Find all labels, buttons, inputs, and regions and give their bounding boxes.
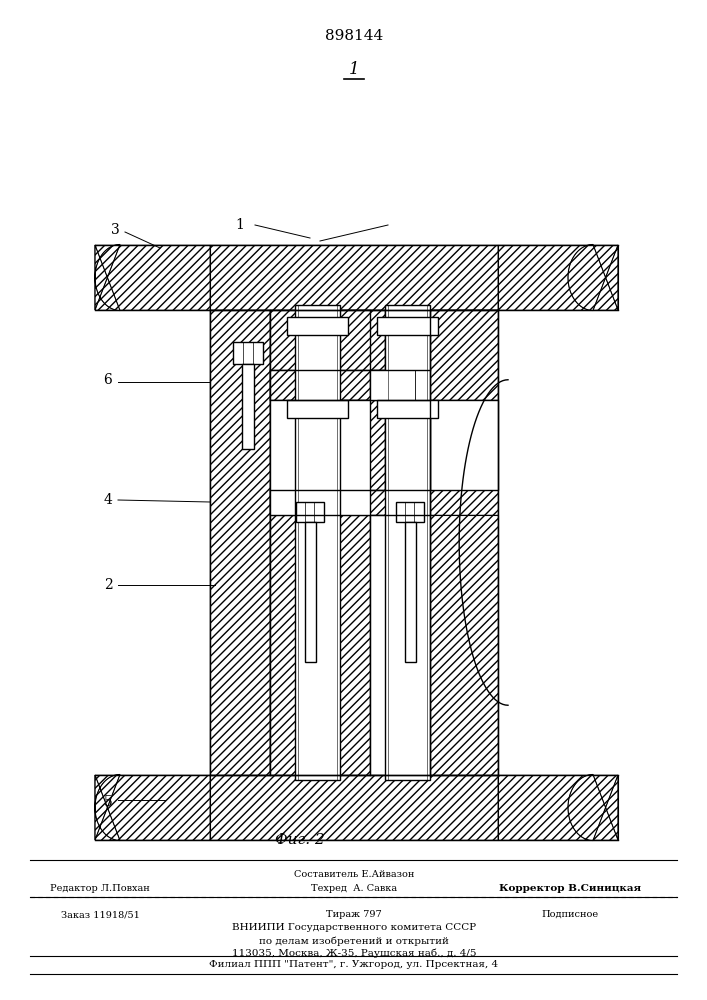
Text: по делам изобретений и открытий: по делам изобретений и открытий	[259, 936, 449, 946]
Polygon shape	[498, 775, 618, 840]
Bar	[430, 400, 498, 490]
Bar	[405, 522, 416, 662]
Text: Филиал ППП "Патент", г. Ужгород, ул. Прсектная, 4: Филиал ППП "Патент", г. Ужгород, ул. Прс…	[209, 960, 498, 969]
Bar	[270, 310, 370, 775]
Bar	[340, 400, 385, 490]
Bar	[270, 370, 390, 400]
Bar	[210, 310, 270, 775]
Polygon shape	[210, 245, 498, 310]
Text: 4: 4	[103, 493, 112, 507]
Text: 3: 3	[110, 223, 119, 237]
Polygon shape	[568, 774, 618, 840]
Bar	[270, 490, 390, 515]
Bar	[287, 317, 348, 335]
Bar	[242, 364, 254, 449]
Bar	[270, 370, 390, 400]
Text: 113035, Москва, Ж-35, Раушская наб., д. 4/5: 113035, Москва, Ж-35, Раушская наб., д. …	[232, 949, 477, 958]
Bar	[370, 310, 430, 775]
Bar	[385, 305, 430, 780]
Bar	[340, 310, 385, 370]
Text: Редактор Л.Повхан: Редактор Л.Повхан	[50, 884, 150, 893]
Text: Составитель Е.Айвазон: Составитель Е.Айвазон	[294, 870, 414, 879]
Bar	[430, 310, 498, 400]
Bar	[430, 310, 498, 400]
Text: Корректор В.Синицкая: Корректор В.Синицкая	[499, 884, 641, 893]
Bar	[370, 370, 415, 400]
Text: Заказ 11918/51: Заказ 11918/51	[61, 910, 139, 919]
Text: ВНИИПИ Государственного комитета СССР: ВНИИПИ Государственного комитета СССР	[232, 923, 476, 932]
Bar	[287, 400, 348, 418]
Bar	[370, 370, 415, 400]
Bar	[430, 310, 498, 775]
Text: Подписное: Подписное	[542, 910, 599, 919]
Bar	[305, 522, 316, 662]
Bar	[430, 515, 498, 775]
Text: 898144: 898144	[325, 29, 383, 43]
Text: Техред  А. Савка: Техред А. Савка	[311, 884, 397, 893]
Text: 1: 1	[235, 218, 245, 232]
Bar	[370, 370, 415, 400]
Text: Фиг. 2: Фиг. 2	[275, 833, 325, 847]
Polygon shape	[95, 245, 210, 310]
Bar	[296, 502, 324, 522]
Polygon shape	[210, 775, 498, 840]
Bar	[210, 310, 270, 775]
Text: 5: 5	[104, 795, 112, 809]
Text: 2: 2	[104, 578, 112, 592]
Text: 1: 1	[349, 62, 359, 79]
Polygon shape	[95, 774, 120, 840]
Bar	[340, 400, 385, 490]
Bar	[270, 400, 370, 515]
Bar	[295, 305, 340, 780]
Bar	[340, 310, 385, 370]
Bar	[377, 317, 438, 335]
Text: 6: 6	[104, 373, 112, 387]
Polygon shape	[498, 245, 618, 310]
Polygon shape	[95, 775, 210, 840]
Bar	[270, 310, 370, 775]
Bar	[430, 515, 498, 775]
Bar	[396, 502, 424, 522]
Bar	[233, 342, 263, 364]
Bar	[430, 310, 498, 775]
Polygon shape	[568, 244, 618, 310]
Text: Тираж 797: Тираж 797	[326, 910, 382, 919]
Polygon shape	[95, 244, 120, 310]
Bar	[377, 400, 438, 418]
Bar	[270, 490, 390, 515]
